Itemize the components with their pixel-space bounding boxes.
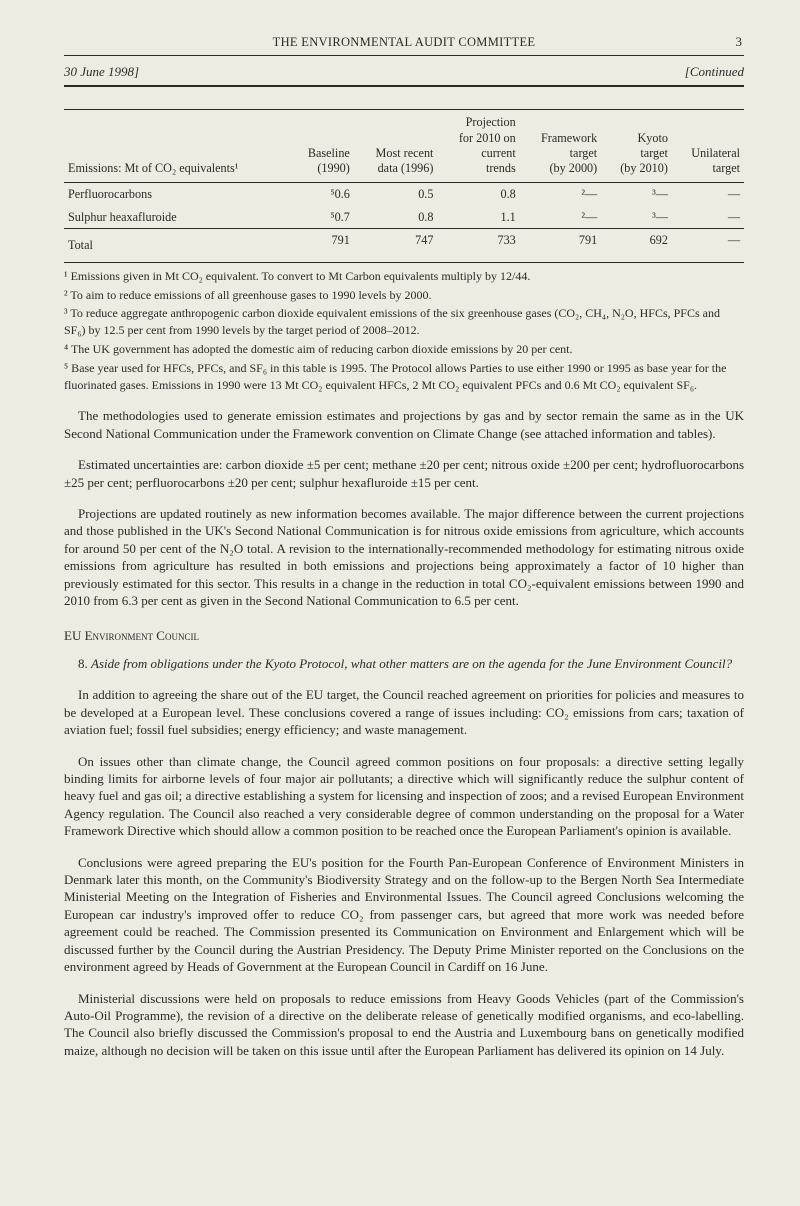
col-header-baseline: Baseline(1990) [290,110,353,183]
cell: 791 [290,229,353,262]
header-rule-top [64,55,744,56]
cell: 0.5 [354,183,438,206]
page-number: 3 [736,33,743,51]
cell: ⁵0.7 [290,206,353,229]
section-heading: EU Environment Council [64,627,744,645]
body-paragraph: The methodologies used to generate emiss… [64,407,744,442]
footnote-4: ⁴ The UK government has adopted the dome… [64,341,744,358]
col-header-framework: Frameworktarget(by 2000) [520,110,601,183]
cell: 692 [601,229,672,262]
body-paragraph: Projections are updated routinely as new… [64,505,744,609]
question-paragraph: 8. Aside from obligations under the Kyot… [64,655,744,672]
col-header-recent: Most recentdata (1996) [354,110,438,183]
col-header-kyoto: Kyototarget(by 2010) [601,110,672,183]
header-rule-thick [64,85,744,87]
cell: — [672,206,744,229]
cell: ³— [601,206,672,229]
question-text: Aside from obligations under the Kyoto P… [91,656,732,671]
col-header-projection: Projectionfor 2010 oncurrenttrends [437,110,519,183]
cell: ²— [520,206,601,229]
col-header-unilateral: Unilateraltarget [672,110,744,183]
emissions-table: Emissions: Mt of CO₂ equivalents¹ Baseli… [64,109,744,262]
sub-header: 30 June 1998] [Continued [64,60,744,86]
cell: 0.8 [354,206,438,229]
col-header-emissions: Emissions: Mt of CO₂ equivalents¹ [64,110,290,183]
cell: 1.1 [437,206,519,229]
cell: 791 [520,229,601,262]
cell: 747 [354,229,438,262]
body-paragraph: In addition to agreeing the share out of… [64,686,744,738]
cell: — [672,229,744,262]
cell: ⁵0.6 [290,183,353,206]
question-number: 8. [78,656,91,671]
cell: ²— [520,183,601,206]
footnotes: ¹ Emissions given in Mt CO₂ equivalent. … [64,268,744,394]
body-paragraph: On issues other than climate change, the… [64,753,744,840]
table-row-total: Total 791 747 733 791 692 — [64,229,744,262]
row-name: Sulphur heaxafluroide [64,206,290,229]
body-paragraph: Ministerial discussions were held on pro… [64,990,744,1060]
footnote-3: ³ To reduce aggregate anthropogenic carb… [64,305,744,339]
row-name: Total [64,229,290,262]
continued-label: [Continued [685,63,744,81]
table-row: Sulphur heaxafluroide ⁵0.7 0.8 1.1 ²— ³—… [64,206,744,229]
row-name: Perfluorocarbons [64,183,290,206]
cell: — [672,183,744,206]
table-header-row: Emissions: Mt of CO₂ equivalents¹ Baseli… [64,110,744,183]
footnote-5: ⁵ Base year used for HFCs, PFCs, and SF₆… [64,360,744,394]
running-header: THE ENVIRONMENTAL AUDIT COMMITTEE [64,34,744,55]
body-paragraph: Estimated uncertainties are: carbon diox… [64,456,744,491]
cell: 0.8 [437,183,519,206]
cell: ³— [601,183,672,206]
footnote-2: ² To aim to reduce emissions of all gree… [64,287,744,304]
cell: 733 [437,229,519,262]
footnote-1: ¹ Emissions given in Mt CO₂ equivalent. … [64,268,744,285]
date-line: 30 June 1998] [64,63,139,81]
body-paragraph: Conclusions were agreed preparing the EU… [64,854,744,976]
table-row: Perfluorocarbons ⁵0.6 0.5 0.8 ²— ³— — [64,183,744,206]
